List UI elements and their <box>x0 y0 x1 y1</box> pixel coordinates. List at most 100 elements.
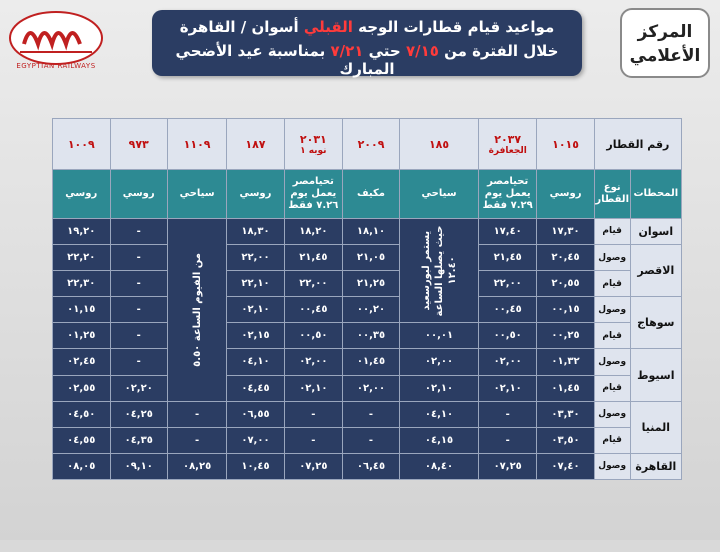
train-type: روسي <box>226 169 285 219</box>
time-cell: ٢١,٤٥ <box>478 243 538 272</box>
train-type: روسي <box>52 169 111 219</box>
station-name: اسوان <box>629 217 683 246</box>
arrival-departure-label: وصول <box>593 243 631 272</box>
arrival-departure-label: وصول <box>593 296 631 324</box>
time-cell: ٠٤,٥٥ <box>52 426 111 454</box>
train-number: ٢٠٣٧ الجعافرة <box>478 117 538 171</box>
time-cell: ٠٢,٥٥ <box>52 374 111 402</box>
train-type: سياحي <box>166 169 228 219</box>
time-cell: ١٨,٣٠ <box>226 217 285 246</box>
time-cell: - <box>166 400 228 428</box>
media-center-badge: المركز الأعلامي <box>620 8 710 78</box>
table-row: سوهاج وصول ٠٠,١٥ ٠٠,٤٥ ٠٠,٢٠ ٠٠,٤٥ ٠٢,١٠-٠١,١٥ <box>52 296 683 350</box>
time-cell: ٠٠,٣٥ <box>341 322 401 350</box>
train-type: روسي <box>536 169 595 219</box>
note-port-said: يستمر لبورسعيد حيث يصلها الساعة ١٢.٤٠ <box>399 217 480 324</box>
time-cell: ٠٤,٣٥ <box>109 426 168 454</box>
badge-line-2: الأعلامي <box>629 46 701 66</box>
time-cell: ٢١,٢٥ <box>341 270 401 298</box>
time-cell: ٢٢,٠٠ <box>283 270 343 298</box>
title-text: خلال الفترة من <box>438 42 559 60</box>
note-from-fayoum: من الفيوم الساعة ٥.٥٠ <box>166 217 228 402</box>
time-cell: ٠٨,٤٠ <box>399 452 480 481</box>
time-cell: ٠٤,١٥ <box>399 426 480 454</box>
station-name: اسيوط <box>629 348 683 402</box>
title-line-1: مواعيد قيام قطارات الوجه القبلي أسوان / … <box>152 18 582 36</box>
train-number-value: ١٠٠٩ <box>67 137 95 151</box>
time-cell: - <box>341 426 401 454</box>
time-cell: ٠٧,٤٠ <box>536 452 595 481</box>
time-cell: ٠٨,٠٥ <box>52 452 111 481</box>
time-cell: ٠٠,٢٠ <box>341 296 401 324</box>
train-number-value: ٢٠٠٩ <box>357 137 385 151</box>
time-cell: ٠٤,٢٥ <box>109 400 168 428</box>
time-cell: ٠٢,٢٠ <box>109 374 168 402</box>
time-cell: - <box>341 400 401 428</box>
station-name: الاقصر <box>629 243 683 298</box>
time-cell: ٢٢,٠٠ <box>478 270 538 298</box>
badge-line-1: المركز <box>637 22 693 42</box>
arrival-departure-label: وصول <box>593 400 631 428</box>
train-number: ١١٠٩ <box>166 117 228 171</box>
time-cell: - <box>166 426 228 454</box>
time-cell: ٠٢,٠٠ <box>478 348 538 376</box>
train-number: ٢٠٠٩ <box>341 117 401 171</box>
time-cell: ١٠,٤٥ <box>226 452 285 481</box>
date-to: ٧/٢١ <box>330 42 364 60</box>
train-number: ١٠١٥ <box>536 117 595 171</box>
time-cell: ٠٧,٠٠ <box>226 426 285 454</box>
arrival-departure-label: قيام <box>593 217 631 246</box>
time-cell: ٠٣,٣٠ <box>536 400 595 428</box>
time-cell: ٠٠,٠١ <box>399 322 480 350</box>
time-cell: ١٧,٣٠ <box>536 217 595 246</box>
time-cell: ٠٢,٠٠ <box>341 374 401 402</box>
time-cell: ١٧,٤٠ <box>478 217 538 246</box>
train-type: تحيامصر يعمل يوم ٧.٢٦ فقط <box>283 169 343 219</box>
egyptian-railways-logo <box>9 11 103 65</box>
time-cell: ٠٧,٢٥ <box>478 452 538 481</box>
time-cell: ٢٢,٢٠ <box>52 243 111 272</box>
time-cell: ٠١,٢٥ <box>52 322 111 350</box>
time-cell: - <box>478 426 538 454</box>
time-cell: ٠٢,١٥ <box>226 322 285 350</box>
time-cell: ٠٣,٥٠ <box>536 426 595 454</box>
time-cell: ٢٠,٤٥ <box>536 243 595 272</box>
table-row: قيام ٠٠,٢٥ ٠٠,٥٠ ٠٠,٠١ ٠٠,٣٥ ٠٠,٥٠ ٠٢,١٥-٠١,٢٥ <box>52 322 682 350</box>
time-cell: ٠٢,٤٥ <box>52 348 111 376</box>
time-cell: ٠٢,١٠ <box>283 374 343 402</box>
train-number: ١٠٠٩ <box>52 117 111 171</box>
title-highlight: القبلي <box>303 18 353 36</box>
train-subtitle: نوبه ١ <box>300 145 327 156</box>
station-name: القاهرة <box>629 452 683 481</box>
time-cell: - <box>109 322 168 350</box>
time-cell: ٢٢,١٠ <box>226 270 285 298</box>
time-cell: ٠١,٣٢ <box>536 348 595 376</box>
time-cell: ٠١,١٥ <box>52 296 111 324</box>
time-cell: ٠٦,٤٥ <box>341 452 401 481</box>
train-subtitle: الجعافرة <box>488 145 527 156</box>
time-cell: ٠٢,١٠ <box>478 374 538 402</box>
table-row: المنيا وصول ٠٣,٣٠-٠٤,١٠- -٠٦,٥٥-٠٤,٢٥ ٠٤,٥٠ <box>52 400 683 454</box>
station-name: المنيا <box>629 400 683 454</box>
time-cell: ٠٠,٤٥ <box>478 296 538 324</box>
time-cell: ٠٢,١٠ <box>226 296 285 324</box>
arrival-departure-label: قيام <box>593 322 631 350</box>
table-row: اسيوط وصول ٠١,٣٢ ٠٢,٠٠ ٠٢,٠٠ ٠١,٤٥ ٠٢,٠٠ ٠٤,١٠-… <box>52 348 683 402</box>
train-type: روسي <box>109 169 168 219</box>
time-cell: ٢١,٠٥ <box>341 243 401 272</box>
timetable: رقم القطار ١٠١٥ ٢٠٣٧ الجعافرة ١٨٥ ٢٠٠٩ ٢٠٣١ نوب… <box>52 117 683 481</box>
title-banner: مواعيد قيام قطارات الوجه القبلي أسوان / … <box>152 10 582 78</box>
note-from-fayoum-text: من الفيوم الساعة ٥.٥٠ <box>191 252 203 367</box>
date-from: ٧/١٥ <box>405 42 439 60</box>
train-number-value: ٢٠٣١ <box>299 132 327 146</box>
title-text: بمناسبة عيد الأضحي المبارك <box>175 42 395 78</box>
train-type: سياحي <box>399 169 480 219</box>
note-port-said-text: يستمر لبورسعيد حيث يصلها الساعة ١٢.٤٠ <box>420 225 458 317</box>
train-number-value: ١٨٥ <box>428 137 450 151</box>
title-line-2: خلال الفترة من ٧/١٥ حتي ٧/٢١ بمناسبة عيد… <box>152 42 582 78</box>
train-number: ١٨٥ <box>399 117 480 171</box>
time-cell: ٠٢,١٠ <box>399 374 480 402</box>
station-name: سوهاج <box>629 296 683 350</box>
train-number-value: ١٨٧ <box>245 137 266 151</box>
train-number-value: ١١٠٩ <box>183 137 211 151</box>
